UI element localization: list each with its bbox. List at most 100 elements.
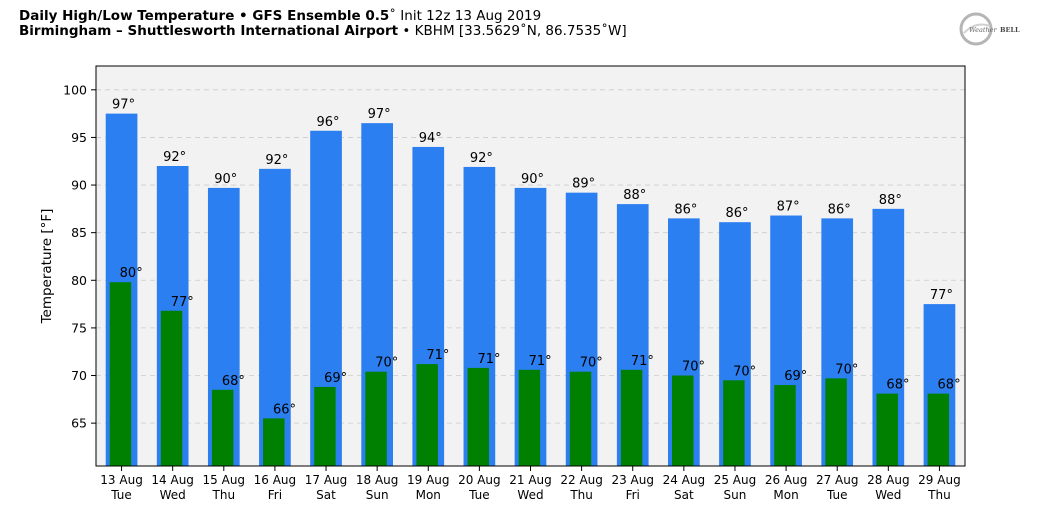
high-temp-label: 86° [674, 202, 697, 217]
x-tick-weekday: Sun [724, 488, 747, 502]
low-temp-label: 70° [375, 356, 398, 371]
high-temp-label: 89° [572, 177, 595, 192]
y-tick-label: 85 [71, 225, 87, 240]
chart-header: Daily High/Low Temperature • GFS Ensembl… [19, 9, 627, 39]
title-main: Daily High/Low Temperature • GFS Ensembl… [19, 8, 390, 24]
high-temp-label: 97° [112, 98, 135, 113]
low-temp-bar [672, 375, 694, 466]
x-tick-weekday: Fri [268, 488, 282, 502]
x-tick-weekday: Sat [316, 488, 336, 502]
high-temp-label: 86° [725, 206, 748, 221]
low-temp-label: 70° [835, 362, 858, 377]
x-tick-date: 20 Aug [458, 473, 501, 487]
low-temp-label: 68° [938, 378, 961, 393]
low-temp-bar [211, 389, 234, 466]
y-tick-label: 80 [71, 273, 87, 288]
low-temp-label: 77° [171, 295, 194, 310]
x-tick-weekday: Mon [773, 488, 798, 502]
low-temp-bar [160, 310, 183, 466]
x-tick-date: 28 Aug [867, 473, 910, 487]
logo-text-right: BELL [1000, 26, 1020, 34]
high-temp-label: 92° [470, 151, 493, 166]
low-temp-label: 71° [426, 348, 449, 363]
low-temp-bar [518, 369, 541, 466]
low-temp-bar [314, 386, 336, 466]
y-axis-label: Temperature [°F] [39, 209, 55, 325]
high-temp-label: 88° [623, 188, 646, 203]
x-tick-date: 22 Aug [560, 473, 603, 487]
low-temp-label: 71° [631, 354, 654, 369]
x-tick-date: 23 Aug [611, 473, 654, 487]
high-temp-label: 94° [419, 131, 442, 146]
low-temp-bar [620, 369, 643, 466]
data-labels: 97° 80° 92° 77° 90° 68° 92° 66° 96° 69° 97° 70° 94° 7… [112, 98, 961, 418]
low-temp-label: 80° [120, 266, 143, 281]
low-temp-label: 66° [273, 402, 296, 417]
low-temp-bar [263, 418, 285, 466]
subtitle-coordinates: • KBHM [33.5629˚N, 86.7535˚W] [398, 23, 627, 39]
high-temp-label: 88° [879, 193, 902, 208]
low-temp-bar [825, 378, 847, 466]
x-tick-date: 29 Aug [918, 473, 961, 487]
x-tick-date: 14 Aug [151, 473, 194, 487]
x-tick-date: 27 Aug [816, 473, 859, 487]
low-temp-label: 68° [886, 378, 909, 393]
high-temp-label: 92° [163, 150, 186, 165]
low-temp-bar [927, 393, 950, 466]
x-tick-weekday: Mon [416, 488, 441, 502]
chart-subtitle: Birmingham – Shuttlesworth International… [19, 24, 627, 39]
x-tick-weekday: Thu [569, 488, 593, 502]
low-temp-label: 70° [733, 364, 756, 379]
x-tick-date: 24 Aug [663, 473, 706, 487]
bar-series [105, 113, 956, 467]
low-temp-label: 71° [529, 354, 552, 369]
x-tick-date: 16 Aug [254, 473, 297, 487]
high-temp-label: 96° [317, 115, 340, 130]
x-tick-weekday: Thu [212, 488, 236, 502]
y-tick-label: 100 [63, 82, 87, 97]
x-tick-date: 13 Aug [100, 473, 143, 487]
x-tick-date: 18 Aug [356, 473, 399, 487]
subtitle-location: Birmingham – Shuttlesworth International… [19, 23, 399, 39]
x-tick-date: 17 Aug [305, 473, 348, 487]
x-tick-weekday: Wed [517, 488, 543, 502]
x-tick-date: 15 Aug [203, 473, 246, 487]
x-tick-weekday: Thu [927, 488, 951, 502]
low-temp-label: 69° [784, 369, 807, 384]
low-temp-bar [109, 282, 132, 466]
low-temp-bar [774, 385, 796, 466]
low-temp-bar [416, 364, 438, 466]
logo-text-left: Weather [969, 26, 998, 34]
x-tick-weekday: Tue [826, 488, 848, 502]
y-axis: 65 70 75 80 85 90 95 100 [63, 82, 96, 431]
low-temp-bar [723, 380, 745, 466]
high-temp-label: 90° [521, 172, 544, 187]
y-tick-label: 65 [71, 416, 87, 431]
high-temp-label: 87° [777, 200, 800, 215]
y-tick-label: 90 [71, 178, 87, 193]
x-tick-weekday: Wed [875, 488, 901, 502]
low-temp-label: 70° [682, 360, 705, 375]
x-tick-date: 19 Aug [407, 473, 450, 487]
x-tick-weekday: Sun [366, 488, 389, 502]
weatherbell-logo: Weather BELL [959, 12, 1020, 46]
low-temp-bar [467, 367, 490, 466]
x-tick-date: 26 Aug [765, 473, 808, 487]
low-temp-label: 68° [222, 374, 245, 389]
low-temp-label: 70° [580, 356, 603, 371]
high-temp-label: 86° [828, 202, 851, 217]
chart-title: Daily High/Low Temperature • GFS Ensembl… [19, 9, 627, 24]
high-temp-bar [259, 168, 291, 466]
x-tick-date: 21 Aug [509, 473, 552, 487]
high-temp-label: 77° [930, 288, 953, 303]
x-tick-weekday: Tue [468, 488, 490, 502]
x-tick-weekday: Sat [674, 488, 694, 502]
x-tick-weekday: Fri [626, 488, 640, 502]
title-init: ˚ Init 12z 13 Aug 2019 [389, 8, 542, 24]
low-temp-label: 71° [477, 352, 500, 367]
high-temp-label: 92° [265, 153, 288, 168]
y-tick-label: 95 [71, 130, 87, 145]
x-tick-weekday: Tue [110, 488, 132, 502]
